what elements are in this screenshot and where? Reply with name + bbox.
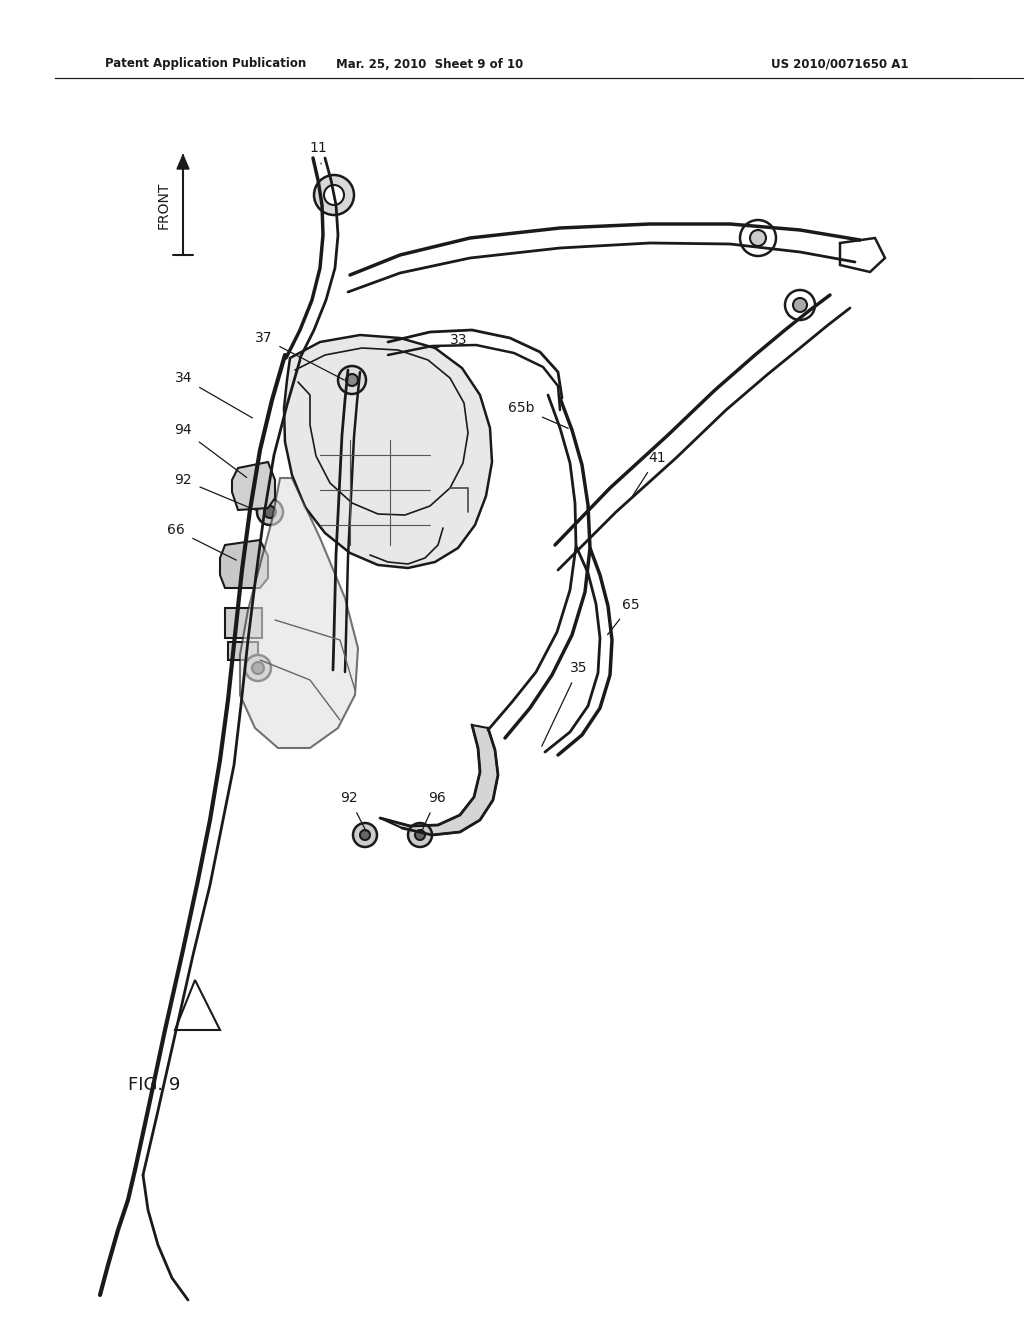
Circle shape: [324, 185, 344, 205]
Polygon shape: [232, 462, 275, 510]
Circle shape: [245, 655, 271, 681]
Text: 66: 66: [167, 523, 237, 560]
Text: 94: 94: [174, 422, 247, 478]
Circle shape: [785, 290, 815, 319]
Polygon shape: [225, 609, 262, 638]
Circle shape: [750, 230, 766, 246]
Circle shape: [415, 830, 425, 840]
Circle shape: [252, 663, 264, 675]
Text: Mar. 25, 2010  Sheet 9 of 10: Mar. 25, 2010 Sheet 9 of 10: [336, 58, 523, 70]
Polygon shape: [177, 154, 189, 169]
Text: 33: 33: [434, 333, 468, 348]
Circle shape: [793, 298, 807, 312]
Text: 96: 96: [422, 791, 445, 832]
Polygon shape: [175, 979, 220, 1030]
Text: 11: 11: [309, 141, 327, 164]
Circle shape: [740, 220, 776, 256]
Text: FRONT: FRONT: [157, 181, 171, 228]
Text: 35: 35: [542, 661, 588, 746]
Polygon shape: [840, 238, 885, 272]
Circle shape: [360, 830, 370, 840]
Text: 65b: 65b: [508, 401, 568, 429]
Circle shape: [338, 366, 366, 393]
Text: 65: 65: [607, 598, 640, 635]
Text: 37: 37: [255, 331, 344, 380]
Text: 41: 41: [632, 451, 666, 496]
Text: Patent Application Publication: Patent Application Publication: [105, 58, 306, 70]
Circle shape: [314, 176, 354, 215]
Circle shape: [264, 506, 276, 517]
Polygon shape: [380, 725, 498, 836]
Polygon shape: [220, 540, 268, 587]
Text: US 2010/0071650 A1: US 2010/0071650 A1: [771, 58, 908, 70]
Polygon shape: [240, 478, 358, 748]
Circle shape: [353, 822, 377, 847]
Circle shape: [408, 822, 432, 847]
Circle shape: [346, 374, 358, 385]
Text: FIG. 9: FIG. 9: [128, 1076, 180, 1094]
Text: 92: 92: [174, 473, 256, 511]
Text: 34: 34: [174, 371, 252, 418]
Text: 92: 92: [340, 791, 367, 832]
Circle shape: [257, 499, 283, 525]
Polygon shape: [284, 335, 492, 568]
Polygon shape: [228, 642, 258, 660]
